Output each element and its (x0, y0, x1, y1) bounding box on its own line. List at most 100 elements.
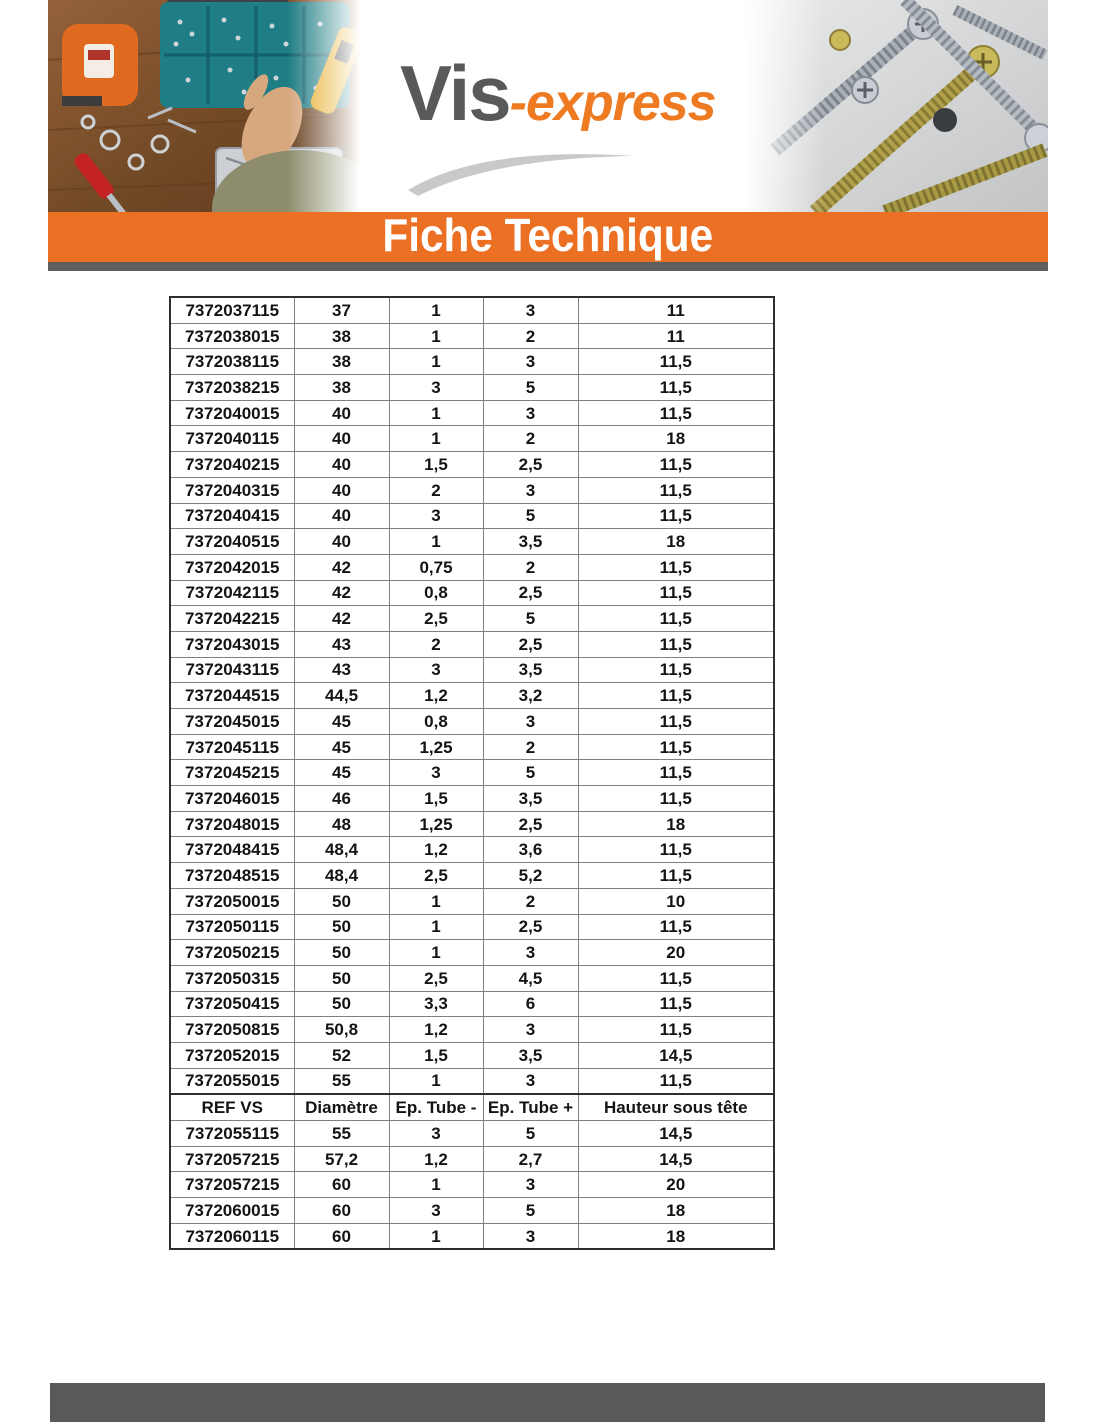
table-cell: 7372040115 (169, 425, 295, 453)
table-cell: 1 (388, 913, 484, 941)
screwdriver-shape (74, 153, 128, 212)
table-row: 7372040015 40 1 3 11,5 (169, 399, 775, 427)
column-header-cell: Diamètre (293, 1093, 390, 1122)
table-cell: 7372038015 (169, 322, 295, 350)
table-cell: 11,5 (577, 785, 775, 812)
table-cell: 11,5 (577, 579, 775, 607)
table-row: 7372043015 43 2 2,5 11,5 (169, 630, 775, 658)
table-cell: 18 (577, 1197, 775, 1224)
table-cell: 3 (388, 1120, 484, 1147)
table-cell: 43 (293, 630, 390, 658)
table-row: 7372044515 44,5 1,2 3,2 11,5 (169, 682, 775, 709)
table-row: 7372060115 60 1 3 18 (169, 1222, 775, 1250)
table-row: 7372038215 38 3 5 11,5 (169, 374, 775, 401)
table-cell: 14,5 (577, 1145, 775, 1173)
table-cell: 42 (293, 579, 390, 607)
column-header-cell: Ep. Tube + (482, 1093, 579, 1122)
table-cell: 11,5 (577, 708, 775, 735)
table-cell: 3 (388, 759, 484, 787)
table-cell: 20 (577, 939, 775, 966)
table-cell: 11,5 (577, 451, 775, 478)
table-row: 7372050115 50 1 2,5 11,5 (169, 913, 775, 941)
table-cell: 11,5 (577, 1067, 775, 1095)
table-cell: 1 (388, 1222, 484, 1250)
table-cell: 7372057215 (169, 1171, 295, 1199)
footer-bar (50, 1383, 1045, 1422)
table-row: 7372046015 46 1,5 3,5 11,5 (169, 785, 775, 812)
table-cell: 7372045015 (169, 708, 295, 735)
table-cell: 7372048015 (169, 810, 295, 838)
table-cell: 2 (482, 887, 579, 915)
table-cell: 7372048515 (169, 862, 295, 889)
table-row: 7372050015 50 1 2 10 (169, 887, 775, 915)
table-cell: 1 (388, 348, 484, 376)
table-cell: 2 (482, 553, 579, 581)
table-cell: 11,5 (577, 502, 775, 530)
table-cell: 11,5 (577, 656, 775, 684)
table-cell: 1,25 (388, 733, 484, 761)
table-cell: 46 (293, 785, 390, 812)
table-cell: 7372052015 (169, 1041, 295, 1069)
table-cell: 7372060115 (169, 1222, 295, 1250)
table-cell: 11,5 (577, 836, 775, 864)
spec-table: 7372037115 37 1 3 11 7372038015 38 1 2 11 73720381… (169, 296, 775, 1251)
table-cell: 7372045115 (169, 733, 295, 761)
table-cell: 1 (388, 322, 484, 350)
table-row: 7372038015 38 1 2 11 (169, 322, 775, 350)
table-cell: 60 (293, 1197, 390, 1224)
table-cell: 43 (293, 656, 390, 684)
table-cell: 44,5 (293, 682, 390, 709)
table-row: 7372040115 40 1 2 18 (169, 425, 775, 453)
table-cell: 11,5 (577, 374, 775, 401)
table-cell: 40 (293, 425, 390, 453)
table-cell: 50 (293, 887, 390, 915)
table-cell: 40 (293, 476, 390, 504)
tape-measure-shape (62, 24, 138, 106)
logo-text-primary: Vis (400, 49, 512, 137)
table-cell: 0,8 (388, 579, 484, 607)
table-cell: 7372046015 (169, 785, 295, 812)
table-cell: 11,5 (577, 476, 775, 504)
table-cell: 4,5 (482, 964, 579, 992)
table-cell: 7372048415 (169, 836, 295, 864)
table-cell: 42 (293, 605, 390, 632)
table-cell: 7372038115 (169, 348, 295, 376)
table-cell: 1,5 (388, 1041, 484, 1069)
table-cell: 7372042215 (169, 605, 295, 632)
table-cell: 60 (293, 1222, 390, 1250)
table-cell: 50 (293, 964, 390, 992)
table-cell: 11,5 (577, 605, 775, 632)
table-cell: 3,6 (482, 836, 579, 864)
table-cell: 3 (482, 1067, 579, 1095)
column-header-cell: Ep. Tube - (388, 1093, 484, 1122)
table-cell: 3 (388, 656, 484, 684)
table-cell: 40 (293, 399, 390, 427)
table-cell: 0,75 (388, 553, 484, 581)
table-cell: 50 (293, 990, 390, 1018)
table-cell: 38 (293, 348, 390, 376)
table-cell: 2,7 (482, 1145, 579, 1173)
title-banner: Fiche Technique (48, 212, 1048, 262)
table-row: 7372042115 42 0,8 2,5 11,5 (169, 579, 775, 607)
table-cell: 7372060015 (169, 1197, 295, 1224)
table-cell: 2,5 (482, 913, 579, 941)
table-cell: 3 (482, 939, 579, 966)
table-cell: 7372057215 (169, 1145, 295, 1173)
table-row: 7372040215 40 1,5 2,5 11,5 (169, 451, 775, 478)
table-cell: 38 (293, 322, 390, 350)
table-row: 7372057215 60 1 3 20 (169, 1171, 775, 1199)
table-cell: 5 (482, 502, 579, 530)
table-cell: 55 (293, 1120, 390, 1147)
table-cell: 52 (293, 1041, 390, 1069)
table-row: 7372045215 45 3 5 11,5 (169, 759, 775, 787)
table-cell: 2,5 (388, 964, 484, 992)
table-cell: 3 (388, 1197, 484, 1224)
table-body: 7372037115 37 1 3 11 7372038015 38 1 2 11 73720381… (169, 296, 775, 1250)
table-cell: 5 (482, 605, 579, 632)
workbench-photo (48, 0, 360, 212)
column-header-cell: Hauteur sous tête (577, 1093, 775, 1122)
table-cell: 40 (293, 451, 390, 478)
table-cell: 3 (482, 1171, 579, 1199)
table-cell: 11,5 (577, 630, 775, 658)
table-cell: 3 (388, 374, 484, 401)
